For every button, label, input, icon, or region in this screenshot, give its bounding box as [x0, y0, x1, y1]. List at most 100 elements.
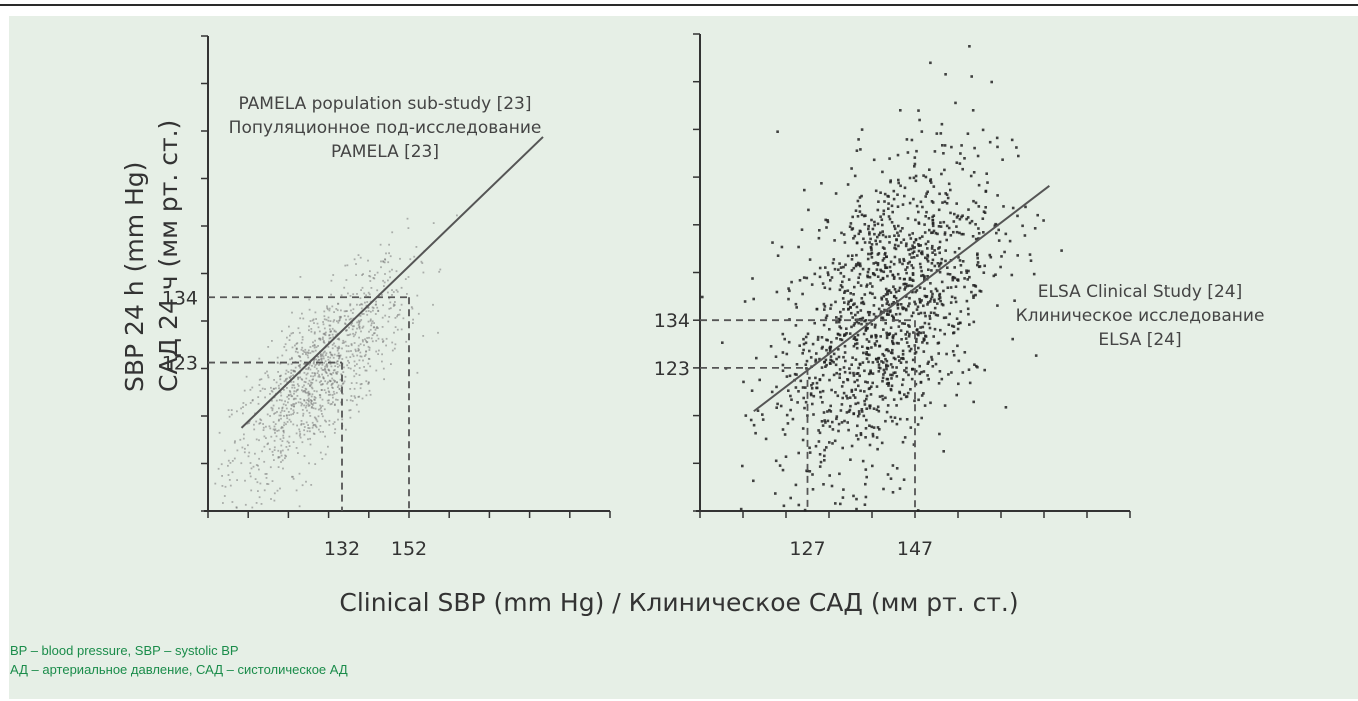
scatter-point: [917, 312, 920, 316]
scatter-point: [417, 312, 420, 315]
scatter-point: [881, 316, 885, 320]
scatter-point: [854, 342, 857, 346]
scatter-point: [880, 269, 883, 273]
scatter-point: [383, 261, 386, 264]
scatter-point: [345, 356, 348, 359]
scatter-point: [939, 221, 942, 224]
scatter-point: [851, 215, 854, 219]
scatter-point: [318, 381, 321, 384]
scatter-point: [307, 392, 310, 395]
scatter-point: [889, 260, 893, 264]
scatter-point: [312, 402, 315, 405]
scatter-point: [340, 309, 342, 312]
scatter-point: [892, 371, 895, 375]
scatter-point: [858, 412, 861, 416]
scatter-point: [385, 337, 388, 340]
scatter-point: [832, 360, 835, 364]
scatter-point: [872, 426, 876, 429]
scatter-point: [938, 262, 942, 266]
scatter-point: [317, 408, 320, 411]
scatter-point: [311, 319, 314, 322]
scatter-point: [863, 403, 867, 406]
scatter-point: [382, 279, 384, 282]
scatter-point: [919, 331, 923, 335]
scatter-point: [961, 167, 964, 171]
scatter-point: [924, 242, 928, 246]
scatter-point: [821, 389, 825, 393]
scatter-point: [345, 310, 347, 313]
scatter-point: [291, 346, 294, 349]
scatter-point: [324, 365, 326, 368]
scatter-point: [877, 363, 881, 366]
scatter-point: [411, 307, 414, 310]
scatter-point: [348, 409, 351, 412]
scatter-point: [307, 382, 310, 385]
scatter-point: [825, 338, 828, 342]
scatter-point: [782, 504, 786, 508]
scatter-point: [322, 323, 325, 326]
scatter-point: [871, 227, 875, 231]
scatter-point: [774, 459, 778, 463]
scatter-point: [859, 148, 862, 151]
scatter-point: [395, 289, 398, 291]
scatter-point: [344, 323, 347, 325]
scatter-point: [272, 454, 274, 456]
scatter-point: [922, 304, 925, 308]
scatter-point: [268, 425, 271, 428]
scatter-point: [263, 489, 266, 492]
scatter-point: [903, 194, 906, 198]
scatter-point: [917, 243, 920, 246]
scatter-point: [339, 354, 342, 357]
elsa-annotation-line: ELSA Clinical Study [24]: [1037, 282, 1243, 302]
scatter-point: [854, 358, 858, 361]
scatter-point: [807, 208, 810, 212]
scatter-point: [899, 397, 903, 401]
scatter-point: [359, 387, 362, 390]
scatter-point: [269, 466, 272, 469]
scatter-point: [336, 346, 339, 349]
scatter-point: [317, 356, 320, 358]
scatter-point: [279, 383, 282, 385]
scatter-point: [959, 152, 962, 155]
scatter-point: [816, 338, 820, 341]
scatter-point: [977, 205, 981, 208]
scatter-point: [337, 410, 340, 413]
scatter-point: [308, 392, 311, 395]
scatter-point: [930, 269, 933, 272]
scatter-point: [890, 221, 894, 224]
scatter-point: [286, 387, 288, 389]
scatter-point: [325, 318, 328, 321]
scatter-point: [821, 282, 825, 285]
scatter-point: [917, 333, 920, 337]
scatter-point: [250, 467, 253, 470]
scatter-point: [249, 475, 252, 478]
scatter-point: [309, 399, 312, 401]
scatter-point: [852, 494, 855, 498]
scatter-point: [322, 321, 324, 323]
scatter-point: [972, 171, 976, 174]
scatter-point: [329, 362, 332, 365]
scatter-point: [977, 237, 980, 240]
scatter-point: [983, 368, 986, 372]
scatter-point: [338, 364, 341, 367]
scatter-point: [929, 401, 932, 405]
scatter-point: [808, 446, 811, 450]
scatter-point: [823, 448, 826, 452]
scatter-point: [317, 326, 320, 329]
scatter-point: [914, 179, 918, 183]
scatter-point: [872, 312, 876, 316]
scatter-point: [884, 419, 887, 423]
scatter-point: [916, 328, 919, 331]
scatter-point: [346, 399, 348, 402]
scatter-point: [889, 291, 893, 294]
scatter-point: [365, 310, 368, 313]
scatter-point: [752, 479, 755, 483]
scatter-point: [325, 331, 327, 334]
scatter-point: [229, 462, 232, 464]
scatter-point: [281, 407, 284, 410]
scatter-point: [831, 261, 835, 265]
scatter-point: [872, 407, 876, 410]
scatter-point: [797, 451, 800, 455]
scatter-point: [937, 225, 941, 228]
